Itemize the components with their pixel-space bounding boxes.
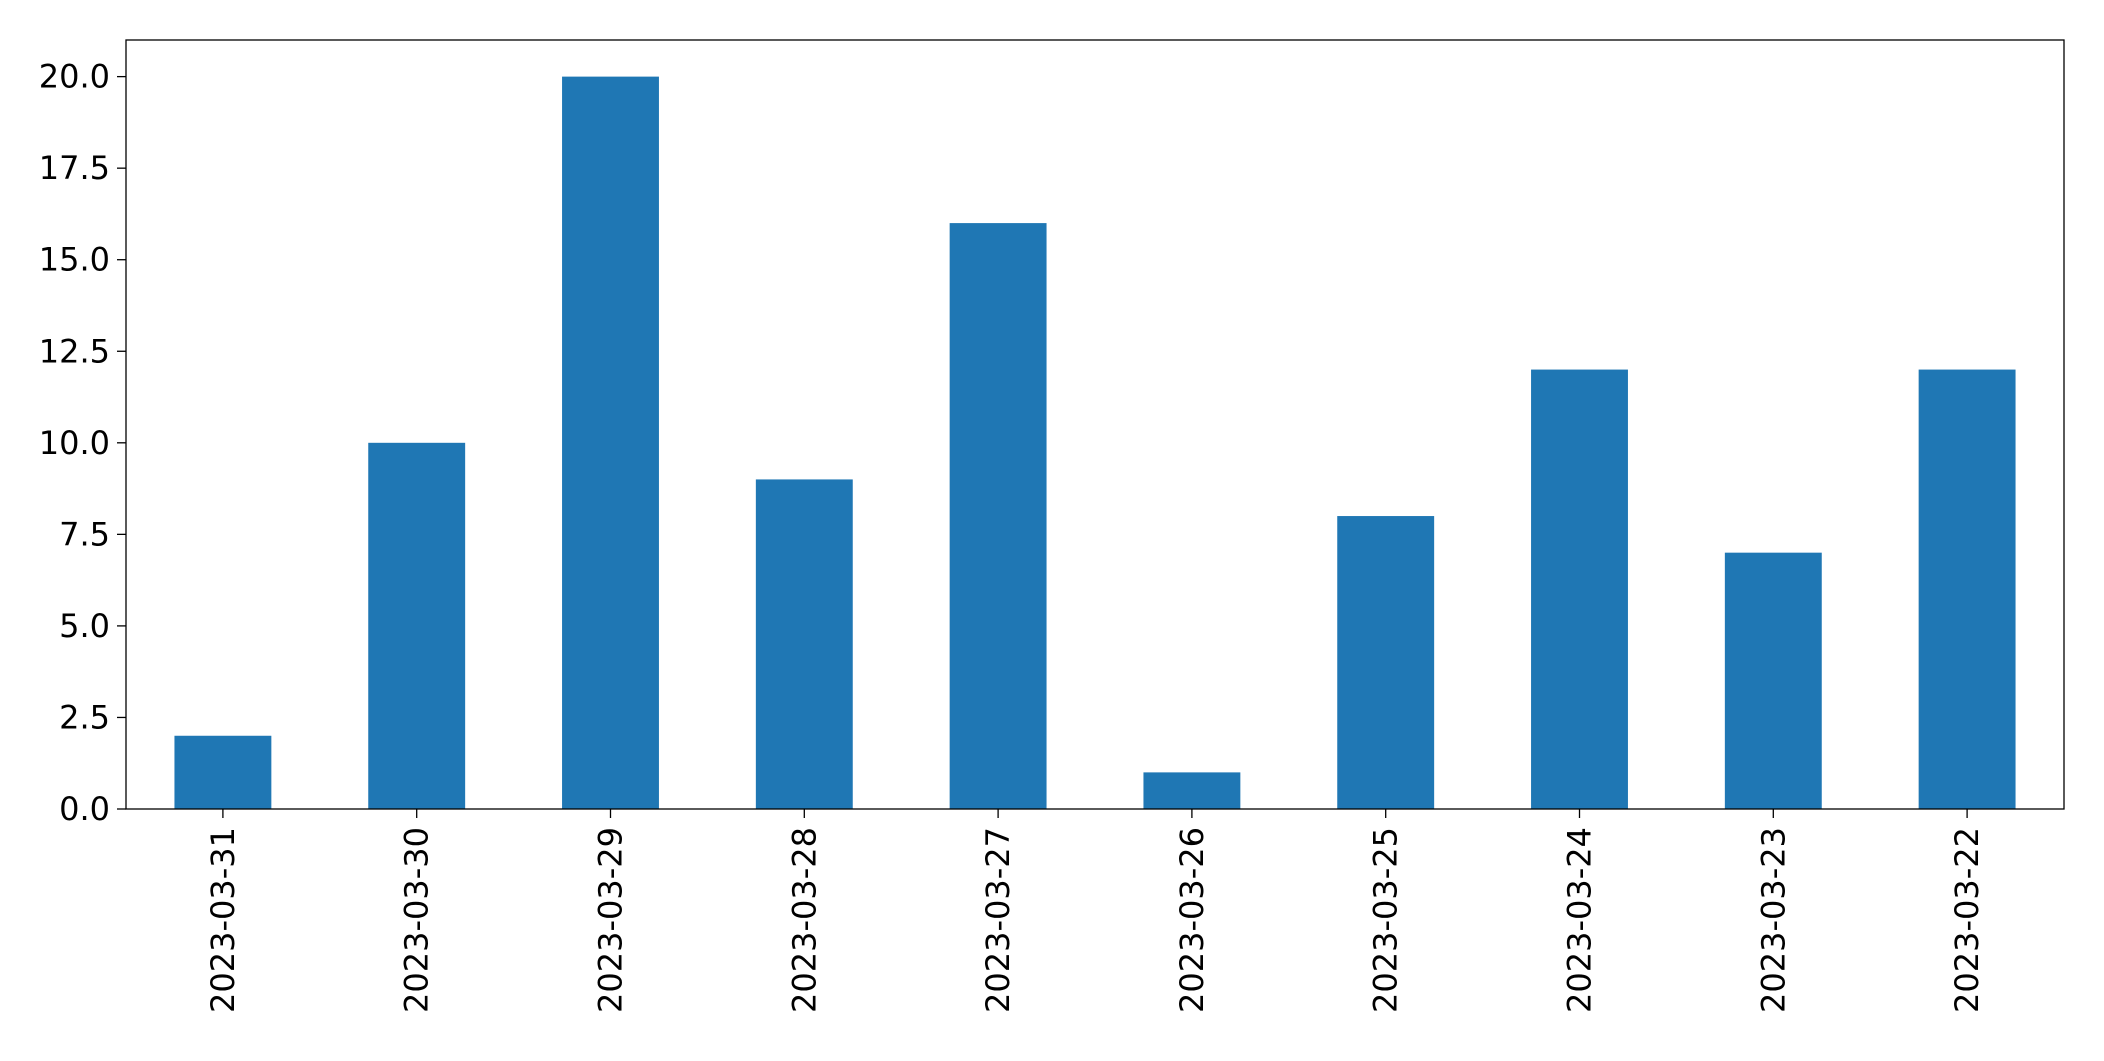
bar [1337,516,1435,809]
y-tick-label: 20.0 [39,58,110,96]
y-tick-label: 2.5 [59,698,110,736]
x-tick-label: 2023-03-28 [785,827,823,1013]
x-tick-label: 2023-03-31 [204,827,242,1013]
x-tick-label: 2023-03-30 [398,827,436,1013]
y-tick-label: 17.5 [39,149,110,187]
bar [1143,772,1241,809]
bar [1918,369,2016,809]
x-tick-label: 2023-03-24 [1561,827,1599,1013]
bar [174,735,272,809]
x-tick-label: 2023-03-27 [979,827,1017,1013]
x-tick-label: 2023-03-29 [592,827,630,1013]
bar [755,479,853,809]
y-tick-label: 10.0 [39,424,110,462]
plot-frame [125,39,2065,810]
x-tick-label: 2023-03-26 [1173,827,1211,1013]
y-tick-label: 5.0 [59,607,110,645]
x-tick-label: 2023-03-23 [1754,827,1792,1013]
x-tick-label: 2023-03-22 [1948,827,1986,1013]
y-tick-label: 15.0 [39,241,110,279]
y-tick-label: 12.5 [39,332,110,370]
x-tick-label: 2023-03-25 [1367,827,1405,1013]
y-tick-label: 0.0 [59,790,110,828]
bar [368,442,466,809]
bar [1724,552,1822,809]
bar [949,223,1047,810]
bar [1531,369,1628,809]
bar [562,76,659,810]
y-tick-label: 7.5 [59,515,110,553]
